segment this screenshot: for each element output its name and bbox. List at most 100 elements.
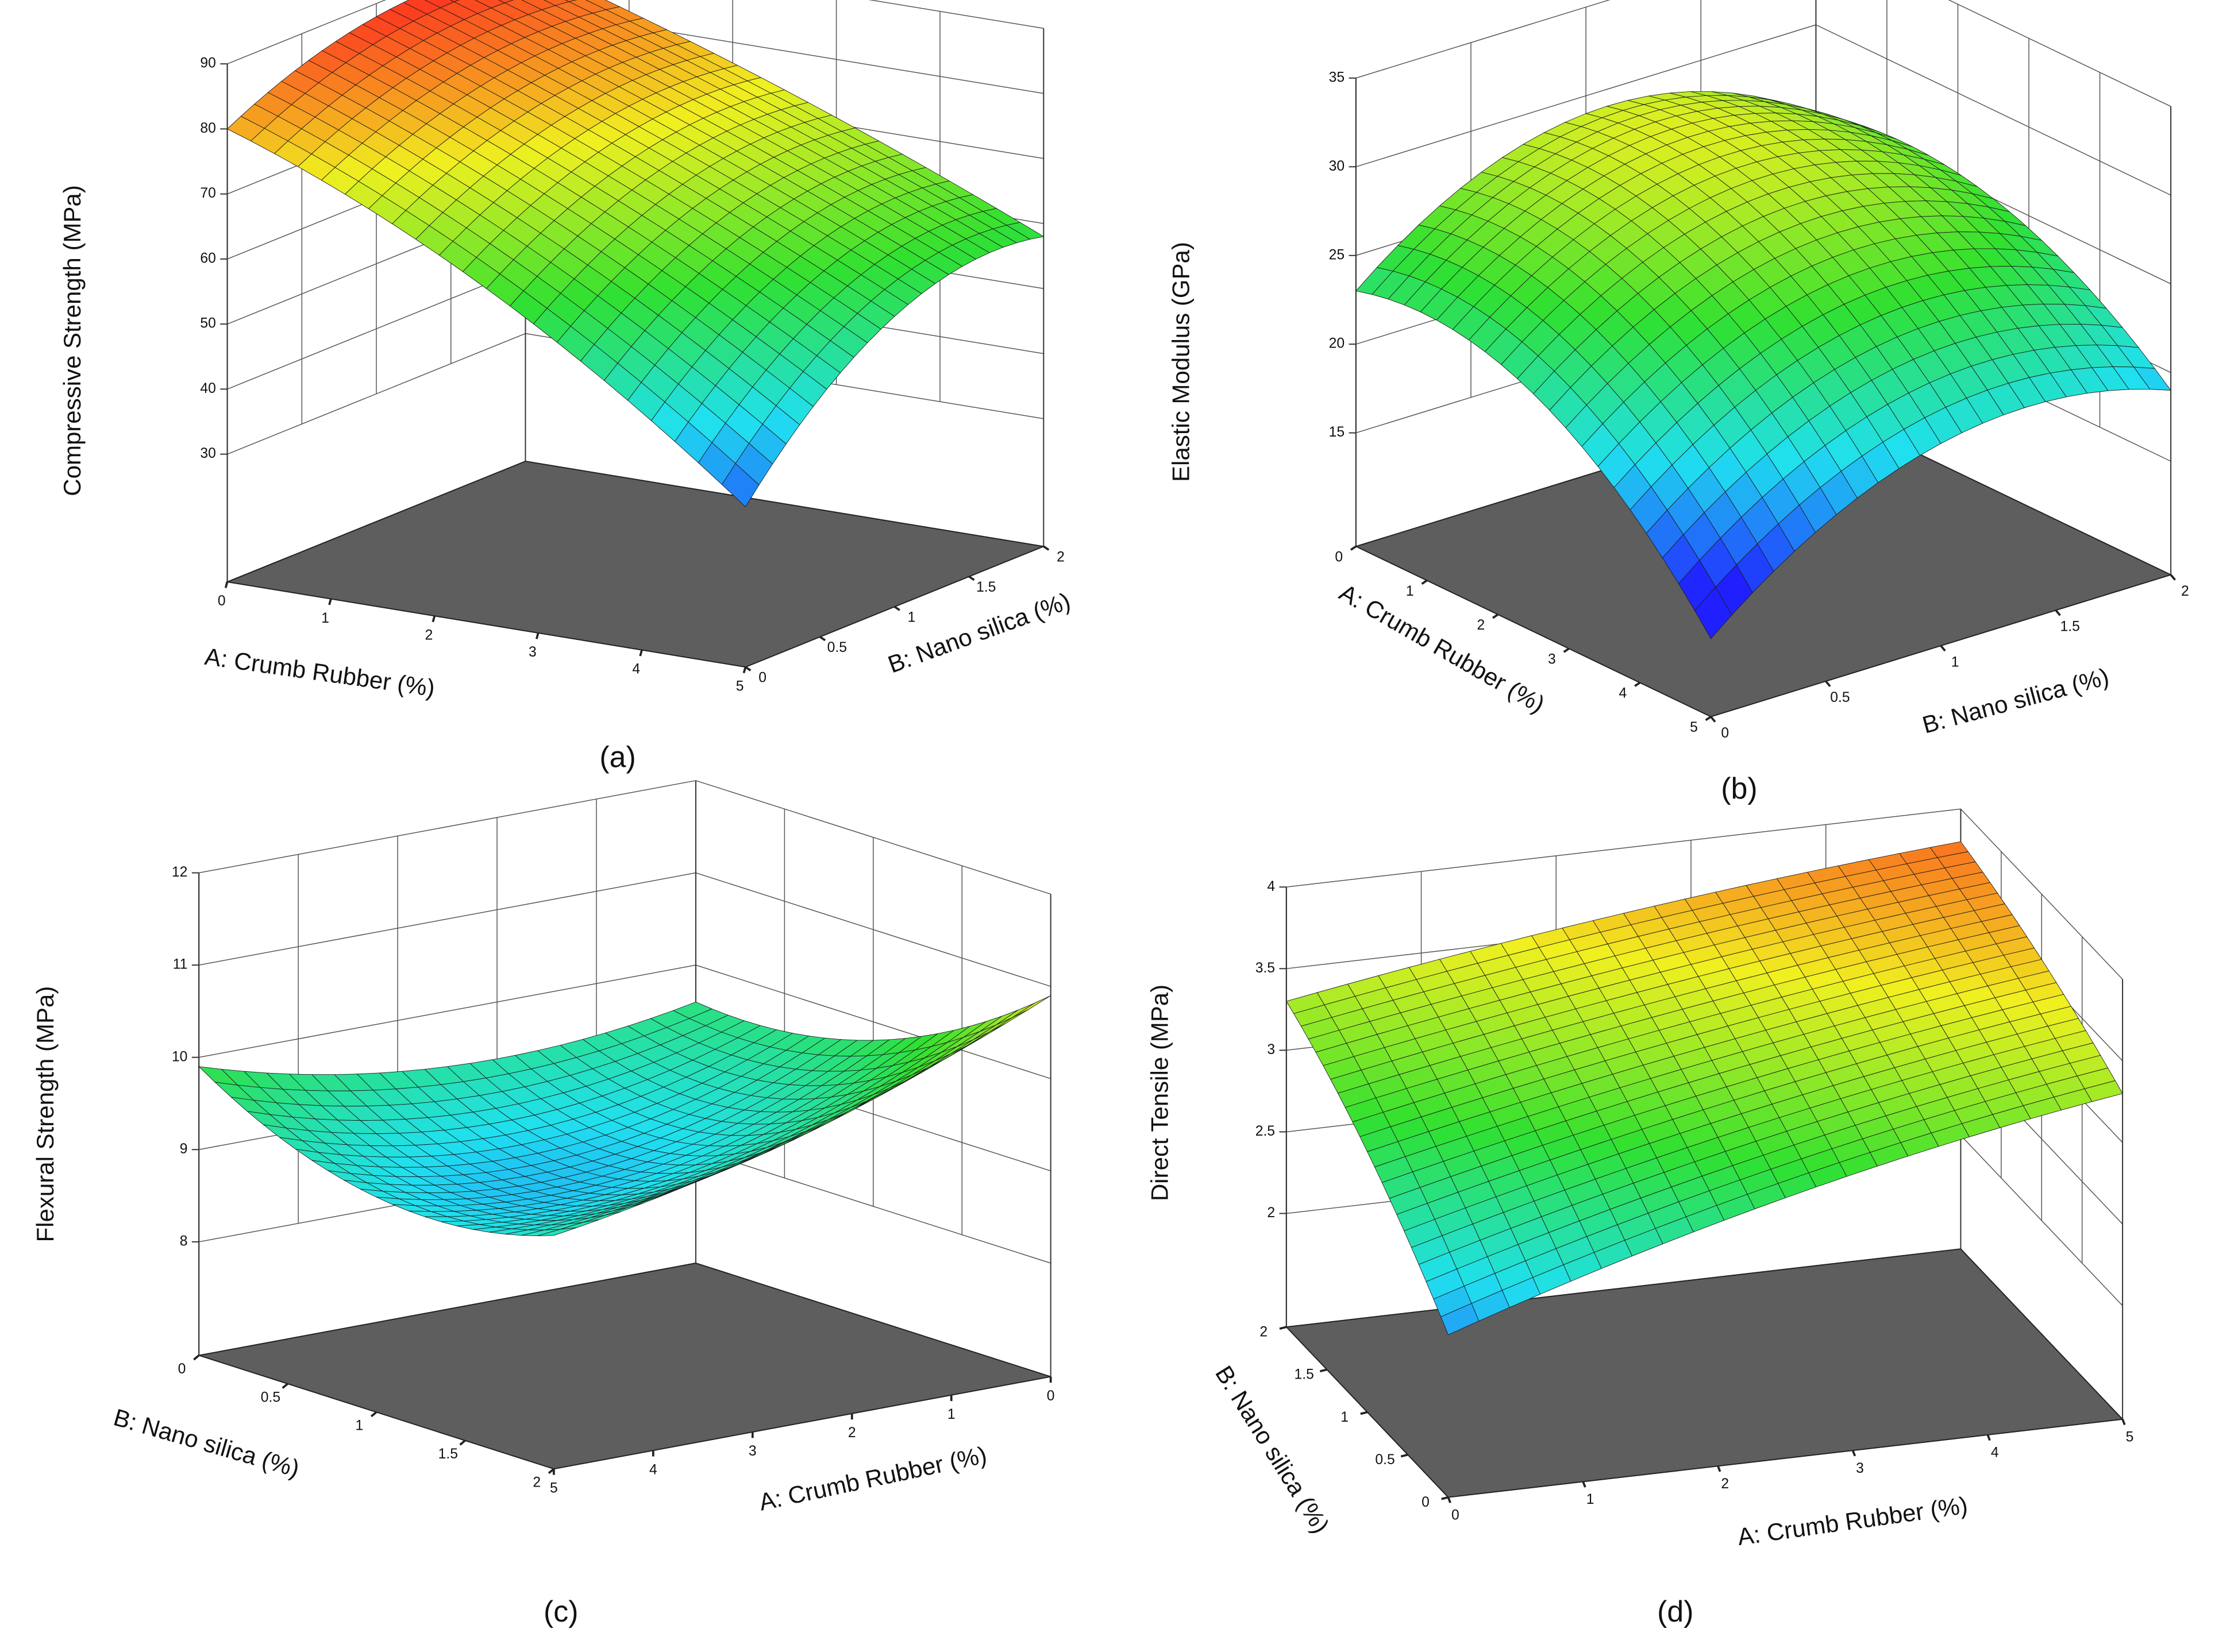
x-tick [1563, 647, 1570, 653]
surface-cell [721, 463, 760, 507]
y-tick [282, 1383, 288, 1389]
z-tick-label: 40 [200, 381, 215, 396]
z-tick-label: 12 [172, 864, 187, 880]
wall-grid-line [199, 964, 696, 1058]
surface-cell [449, 0, 460, 2]
x-tick [1582, 1481, 1586, 1488]
y-tick [1400, 1453, 1408, 1458]
wall-grid-line [199, 780, 696, 874]
y-tick-label: 2 [1259, 1325, 1268, 1340]
y-tick-label: 0.5 [261, 1389, 280, 1405]
y-tick [968, 576, 975, 581]
x-tick [1634, 681, 1641, 687]
y-tick [1940, 645, 1946, 652]
panel-title: (b) [1721, 771, 1757, 805]
panel-title: (c) [544, 1595, 579, 1628]
y-axis-label: B: Nano silica (%) [1920, 663, 2112, 739]
x-tick [1447, 1497, 1451, 1503]
z-tick-label: 8 [180, 1233, 188, 1249]
x-tick-label: 0 [1451, 1507, 1459, 1523]
z-tick-label: 2 [1267, 1205, 1275, 1221]
y-tick-label: 1 [1951, 654, 1959, 670]
z-tick-label: 20 [1329, 336, 1345, 352]
z-tick-label: 50 [200, 316, 215, 331]
z-axis-label: Compressive Strength (MPa) [59, 185, 86, 496]
surface-chart: 2 2.5 3 3.5 4 0 1 2 3 4 5 0 0.5 1 1.5 2 Direct Tensile (… [1146, 808, 2134, 1628]
x-tick-label: 4 [649, 1462, 657, 1477]
x-tick-label: 2 [1477, 617, 1485, 633]
y-tick-label: 1.5 [976, 580, 996, 595]
z-axis-label: Elastic Modulus (GPa) [1168, 242, 1195, 482]
y-tick [1043, 545, 1050, 551]
y-axis-label: B: Nano silica (%) [884, 587, 1074, 678]
y-tick [1825, 680, 1831, 688]
z-axis-label: Direct Tensile (MPa) [1146, 985, 1173, 1201]
z-tick-label: 80 [200, 121, 215, 136]
x-tick [1705, 716, 1712, 721]
y-tick [459, 1439, 466, 1446]
y-tick [548, 1468, 555, 1475]
y-tick [1441, 1496, 1449, 1500]
x-tick-label: 3 [749, 1443, 757, 1459]
x-tick-label: 1 [1406, 584, 1414, 599]
x-tick [1851, 1450, 1856, 1457]
floor [225, 460, 1046, 668]
y-tick-label: 0 [1422, 1495, 1430, 1510]
surface-cell [979, 1009, 1019, 1032]
x-tick-label: 4 [1619, 686, 1627, 701]
y-tick [1360, 1411, 1368, 1415]
x-tick-label: 1 [321, 611, 329, 626]
z-tick-label: 25 [1329, 247, 1345, 263]
y-tick [193, 1354, 200, 1361]
x-tick-label: 1 [947, 1407, 956, 1422]
x-tick [328, 599, 332, 605]
y-tick [370, 1411, 377, 1418]
x-tick [1421, 580, 1428, 585]
z-tick-label: 15 [1329, 424, 1345, 440]
y-axis-label: B: Nano silica (%) [1210, 1361, 1335, 1538]
y-tick [819, 636, 826, 642]
surface-chart: 15 20 25 30 35 0 1 2 3 4 5 0 0.5 1 1.5 2 Elastic Modulus… [1168, 0, 2189, 805]
x-tick-label: 2 [425, 627, 433, 643]
x-tick [432, 615, 436, 623]
x-tick-label: 3 [1548, 651, 1556, 667]
y-tick-label: 0 [1721, 725, 1729, 741]
surface-chart: 3040506070809001234500.511.52Compressive… [59, 0, 1074, 774]
z-tick-label: 2.5 [1255, 1124, 1275, 1139]
y-tick-label: 0.5 [1375, 1452, 1395, 1468]
y-tick-label: 1.5 [2060, 619, 2080, 635]
y-tick-label: 0 [178, 1361, 186, 1377]
y-tick-label: 1 [356, 1418, 364, 1434]
x-tick [535, 632, 540, 639]
wall-grid-line [1816, 24, 2171, 196]
x-tick-label: 0 [1335, 550, 1343, 565]
wall-grid-line [1948, 0, 2171, 107]
surface-cell [537, 1227, 577, 1236]
wall-grid-line [1286, 808, 1961, 887]
x-axis-label: A: Crumb Rubber (%) [1736, 1491, 1969, 1550]
z-tick-label: 11 [173, 957, 188, 972]
z-tick-label: 10 [172, 1049, 187, 1064]
wall-grid-line [199, 872, 696, 966]
x-tick-label: 2 [848, 1425, 856, 1441]
x-tick-label: 0 [218, 593, 226, 609]
y-tick-label: 1 [1340, 1410, 1349, 1425]
y-tick-label: 0.5 [827, 640, 847, 655]
x-tick-label: 5 [2126, 1429, 2134, 1445]
y-tick-label: 0 [758, 670, 766, 686]
y-tick-label: 2 [1057, 550, 1065, 565]
z-tick-label: 30 [1329, 159, 1345, 174]
y-tick-label: 1 [908, 610, 916, 626]
surface-cell [1440, 1303, 1480, 1336]
y-tick-label: 1.5 [1295, 1367, 1314, 1383]
y-tick [1319, 1368, 1327, 1373]
floor [198, 1262, 1051, 1470]
x-tick-label: 1 [1586, 1492, 1594, 1507]
x-axis-label: A: Crumb Rubber (%) [757, 1441, 989, 1516]
surface-cell [1012, 995, 1051, 1018]
x-tick-label: 3 [1856, 1461, 1864, 1476]
x-tick [1717, 1465, 1721, 1472]
x-tick [2121, 1419, 2126, 1426]
